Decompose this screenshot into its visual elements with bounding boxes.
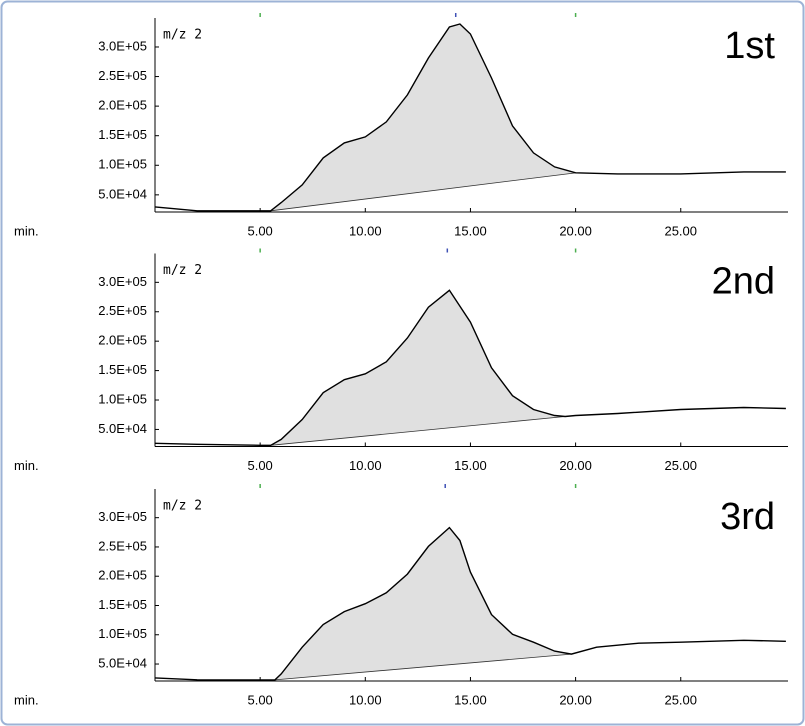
signal-line xyxy=(154,23,786,212)
y-tick-label: 3.0E+05 xyxy=(98,38,147,53)
y-tick-label: 5.0E+04 xyxy=(98,655,147,670)
x-tick-label: 20.00 xyxy=(559,223,592,238)
baseline xyxy=(270,416,566,446)
x-tick-label: 5.00 xyxy=(247,692,272,707)
y-tick-label: 2.0E+05 xyxy=(98,98,147,113)
x-tick-label: 15.00 xyxy=(454,458,487,473)
x-tick-label: 15.00 xyxy=(454,223,487,238)
y-tick-label: 5.0E+04 xyxy=(98,421,147,436)
y-tick-label: 1.0E+05 xyxy=(98,626,147,641)
x-axis-label: min. xyxy=(14,692,39,707)
signal-line xyxy=(154,526,786,681)
x-tick-label: 10.00 xyxy=(349,458,382,473)
y-tick-label: 3.0E+05 xyxy=(98,509,147,524)
y-tick-label: 1.0E+05 xyxy=(98,391,147,406)
run-label: 1st xyxy=(724,25,775,67)
y-tick-label: 2.5E+05 xyxy=(98,538,147,553)
x-tick-label: 20.00 xyxy=(559,692,592,707)
peak-area xyxy=(274,527,572,680)
y-tick-label: 1.0E+05 xyxy=(98,157,147,172)
trace-title: m/z 2 xyxy=(163,263,202,278)
y-tick-label: 1.5E+05 xyxy=(98,127,147,142)
run-label: 2nd xyxy=(712,261,775,303)
run-label: 3rd xyxy=(720,496,775,538)
trace-title: m/z 2 xyxy=(163,499,202,514)
x-tick-label: 5.00 xyxy=(247,458,272,473)
y-tick-label: 2.5E+05 xyxy=(98,68,147,83)
peak-area xyxy=(270,290,566,446)
baseline xyxy=(270,172,576,212)
signal-line xyxy=(154,289,786,446)
y-tick-label: 1.5E+05 xyxy=(98,362,147,377)
y-tick-label: 5.0E+04 xyxy=(98,186,147,201)
y-tick-label: 2.0E+05 xyxy=(98,333,147,348)
baseline xyxy=(274,653,572,681)
peak-area xyxy=(270,24,576,211)
x-tick-label: 25.00 xyxy=(664,223,697,238)
trace-title: m/z 2 xyxy=(163,28,202,43)
y-tick-label: 2.5E+05 xyxy=(98,303,147,318)
x-tick-label: 20.00 xyxy=(559,458,592,473)
x-tick-label: 10.00 xyxy=(349,223,382,238)
y-tick-label: 1.5E+05 xyxy=(98,597,147,612)
x-tick-label: 15.00 xyxy=(454,692,487,707)
x-tick-label: 25.00 xyxy=(664,692,697,707)
y-tick-label: 3.0E+05 xyxy=(98,274,147,289)
x-tick-label: 5.00 xyxy=(247,223,272,238)
x-axis-label: min. xyxy=(14,458,39,473)
x-tick-label: 10.00 xyxy=(349,692,382,707)
x-axis-label: min. xyxy=(14,223,39,238)
x-tick-label: 25.00 xyxy=(664,458,697,473)
y-tick-label: 2.0E+05 xyxy=(98,568,147,583)
